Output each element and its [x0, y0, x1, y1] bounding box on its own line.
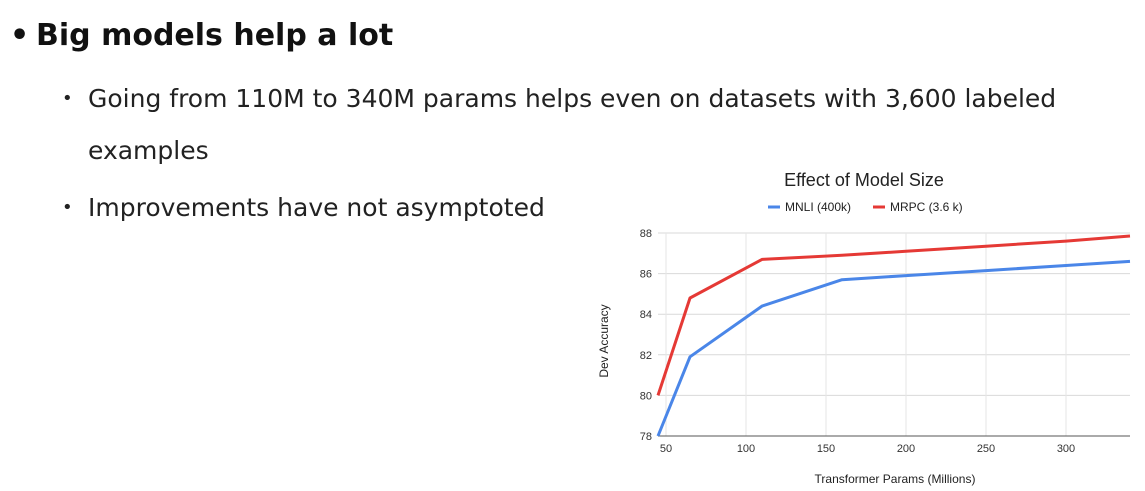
sub-bullet-1-text: Going from 110M to 340M params helps eve…: [88, 84, 1057, 113]
chart-axes: 78 80 82 84 86 88 50 100 150 200 250 300: [640, 228, 1130, 455]
chart-title: Effect of Model Size: [784, 170, 944, 190]
y-axis-label: Dev Accuracy: [597, 304, 611, 377]
legend-label: MRPC (3.6 k): [890, 200, 963, 214]
main-bullet-text: Big models help a lot: [36, 18, 394, 53]
model-size-chart: Effect of Model Size MNLI (400k) MRPC (3.…: [597, 170, 1131, 486]
x-tick-label: 300: [1057, 443, 1075, 455]
chart-grid: [658, 232, 1130, 437]
y-tick-label: 88: [640, 228, 652, 240]
x-tick-label: 200: [897, 443, 915, 455]
legend-label: MNLI (400k): [785, 200, 851, 214]
x-tick-label: 150: [817, 443, 835, 455]
x-tick-label: 250: [977, 443, 995, 455]
sub-bullet-1: • Going from 110M to 340M params helps ev…: [62, 84, 1056, 113]
y-tick-label: 82: [640, 350, 652, 362]
bullet-glyph: •: [10, 18, 30, 53]
sub-bullet-2: • Improvements have not asymptoted: [62, 193, 545, 222]
bullet-glyph: •: [62, 88, 73, 109]
sub-bullet-2-text: Improvements have not asymptoted: [88, 193, 545, 222]
chart-series: [656, 234, 1131, 437]
x-tick-label: 50: [660, 443, 672, 455]
y-tick-label: 80: [640, 390, 652, 402]
x-tick-label: 100: [737, 443, 755, 455]
y-tick-label: 78: [640, 431, 652, 443]
main-bullet: • Big models help a lot: [10, 18, 393, 53]
x-axis-label: Transformer Params (Millions): [815, 472, 976, 486]
series-line-mnli: [656, 259, 1131, 437]
bullet-glyph: •: [62, 197, 73, 218]
series-line-mrpc: [656, 234, 1131, 396]
sub-bullet-1-continuation: examples: [88, 136, 209, 165]
y-tick-label: 84: [640, 309, 652, 321]
y-tick-label: 86: [640, 269, 652, 281]
chart-legend: MNLI (400k) MRPC (3.6 k): [768, 200, 963, 214]
